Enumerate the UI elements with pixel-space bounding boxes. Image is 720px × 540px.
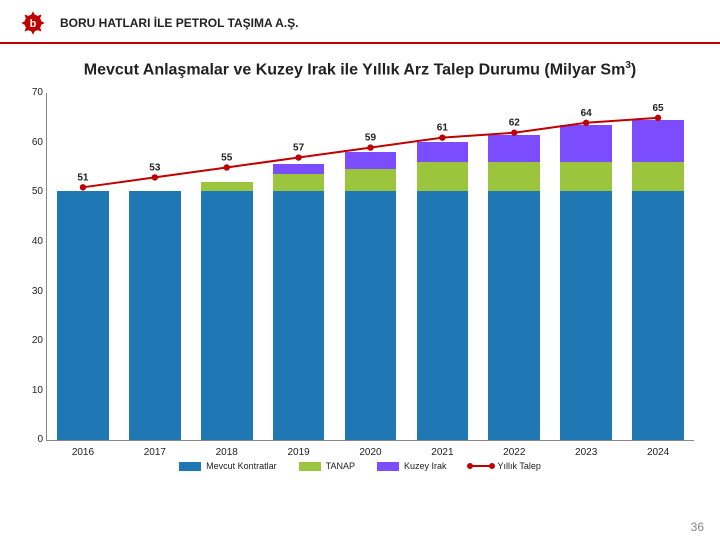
bar-segment [560, 125, 612, 162]
legend-label: Mevcut Kontratlar [206, 461, 277, 471]
ytick-label: 50 [23, 186, 43, 197]
bar-slot: 2019 [263, 93, 335, 440]
bar-slot: 2016 [47, 93, 119, 440]
legend-swatch [179, 462, 201, 471]
bar-slot: 2018 [191, 93, 263, 440]
legend-item: Yıllık Talep [469, 461, 541, 471]
title-text-post: ) [631, 61, 636, 78]
legend-swatch [299, 462, 321, 471]
ytick-label: 70 [23, 87, 43, 98]
bar-segment [632, 120, 684, 162]
bar-segment [488, 135, 540, 162]
ytick-label: 30 [23, 286, 43, 297]
xtick-label: 2022 [478, 447, 550, 458]
bar-segment [273, 191, 325, 440]
bar-segment [201, 191, 253, 440]
xtick-label: 2021 [406, 447, 478, 458]
bar-segment [273, 164, 325, 174]
xtick-label: 2023 [550, 447, 622, 458]
ytick-label: 10 [23, 385, 43, 396]
legend-label: Yıllık Talep [498, 461, 541, 471]
bar-slot: 2024 [622, 93, 694, 440]
ytick-label: 40 [23, 236, 43, 247]
bar-segment [345, 191, 397, 440]
ytick-label: 60 [23, 137, 43, 148]
bar-slot: 2017 [119, 93, 191, 440]
legend-label: TANAP [326, 461, 355, 471]
chart-container: 201620172018201920202021202220232024 515… [20, 87, 700, 467]
bar-segment [560, 162, 612, 192]
bar-slot: 2020 [335, 93, 407, 440]
bar-segment [560, 191, 612, 440]
legend-item: TANAP [299, 461, 355, 471]
bar-segment [632, 162, 684, 192]
page-number: 36 [691, 520, 704, 534]
bar-segment [273, 174, 325, 191]
xtick-label: 2019 [263, 447, 335, 458]
legend-line-swatch [469, 465, 493, 467]
bar-slot: 2021 [406, 93, 478, 440]
legend-item: Mevcut Kontratlar [179, 461, 277, 471]
bar-segment [57, 191, 109, 440]
chart-title: Mevcut Anlaşmalar ve Kuzey Irak ile Yıll… [0, 60, 720, 79]
bar-segment [417, 162, 469, 192]
legend-item: Kuzey Irak [377, 461, 447, 471]
bars-layer: 201620172018201920202021202220232024 [47, 93, 694, 440]
plot-area: 201620172018201920202021202220232024 515… [46, 93, 694, 441]
xtick-label: 2016 [47, 447, 119, 458]
company-logo-icon: b [20, 10, 46, 36]
bar-segment [129, 191, 181, 440]
xtick-label: 2017 [119, 447, 191, 458]
ytick-label: 0 [23, 434, 43, 445]
bar-segment [417, 142, 469, 162]
bar-segment [345, 152, 397, 169]
header-bar: b BORU HATLARI İLE PETROL TAŞIMA A.Ş. [0, 0, 720, 44]
bar-segment [417, 191, 469, 440]
bar-slot: 2023 [550, 93, 622, 440]
bar-segment [201, 182, 253, 192]
legend: Mevcut Kontratlar TANAP Kuzey Irak Yıllık T… [20, 461, 700, 471]
title-text-pre: Mevcut Anlaşmalar ve Kuzey Irak ile Yıll… [84, 61, 626, 78]
bar-segment [632, 191, 684, 440]
xtick-label: 2018 [191, 447, 263, 458]
company-name: BORU HATLARI İLE PETROL TAŞIMA A.Ş. [60, 16, 298, 30]
bar-slot: 2022 [478, 93, 550, 440]
legend-label: Kuzey Irak [404, 461, 447, 471]
ytick-label: 20 [23, 335, 43, 346]
bar-segment [345, 169, 397, 191]
svg-text:b: b [30, 18, 37, 30]
xtick-label: 2024 [622, 447, 694, 458]
bar-segment [488, 191, 540, 440]
xtick-label: 2020 [335, 447, 407, 458]
bar-segment [488, 162, 540, 192]
legend-swatch [377, 462, 399, 471]
